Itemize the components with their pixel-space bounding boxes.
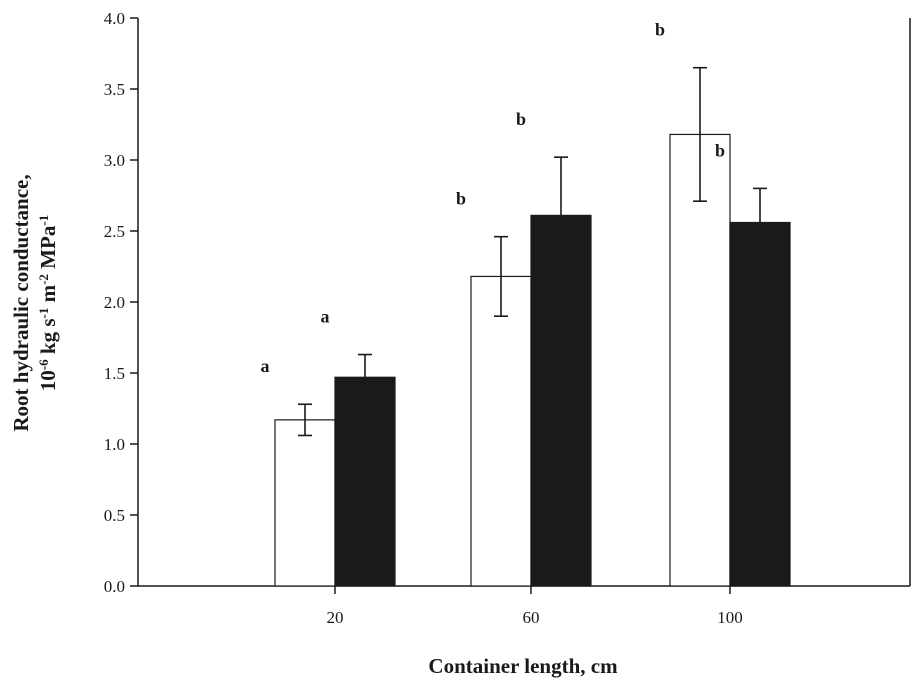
y-unit-base: 10: [36, 370, 60, 391]
y-unit-kg: kg s: [36, 318, 60, 359]
significance-label: a: [261, 356, 270, 376]
y-axis-title-line2: 10-6 kg s-1 m-2 MPa-1: [36, 215, 61, 391]
significance-label: b: [655, 20, 665, 40]
y-tick-label: 3.5: [104, 80, 125, 99]
y-unit-exp-1: -6: [36, 359, 51, 370]
x-tick-label: 20: [327, 608, 344, 627]
significance-label: b: [456, 189, 466, 209]
y-axis-title-line1: Root hydraulic conductance,: [9, 174, 33, 431]
x-axis-title: Container length, cm: [428, 654, 618, 678]
y-axis-title: Root hydraulic conductance, 10-6 kg s-1 …: [9, 174, 60, 431]
x-tick-label: 100: [717, 608, 743, 627]
bar-filled: [530, 214, 592, 587]
y-unit-exp-2: -1: [36, 308, 51, 319]
bar-open: [669, 133, 731, 587]
y-tick-label: 4.0: [104, 9, 125, 28]
y-tick-label: 2.0: [104, 293, 125, 312]
y-tick-label: 2.5: [104, 222, 125, 241]
bar-filled: [334, 376, 396, 587]
y-unit-mpa: MPa: [36, 225, 60, 274]
y-tick-label: 0.5: [104, 506, 125, 525]
y-tick-label: 3.0: [104, 151, 125, 170]
y-tick-label: 1.0: [104, 435, 125, 454]
bar-filled: [729, 221, 791, 587]
y-unit-exp-4: -1: [36, 215, 51, 226]
y-unit-exp-3: -2: [36, 274, 51, 285]
y-tick-label: 0.0: [104, 577, 125, 596]
bar-open: [470, 275, 532, 587]
significance-label: b: [715, 140, 725, 160]
x-tick-label: 60: [523, 608, 540, 627]
significance-label: b: [516, 109, 526, 129]
y-unit-m: m: [36, 284, 60, 307]
y-tick-label: 1.5: [104, 364, 125, 383]
significance-label: a: [321, 307, 330, 327]
bar-open: [274, 419, 336, 587]
